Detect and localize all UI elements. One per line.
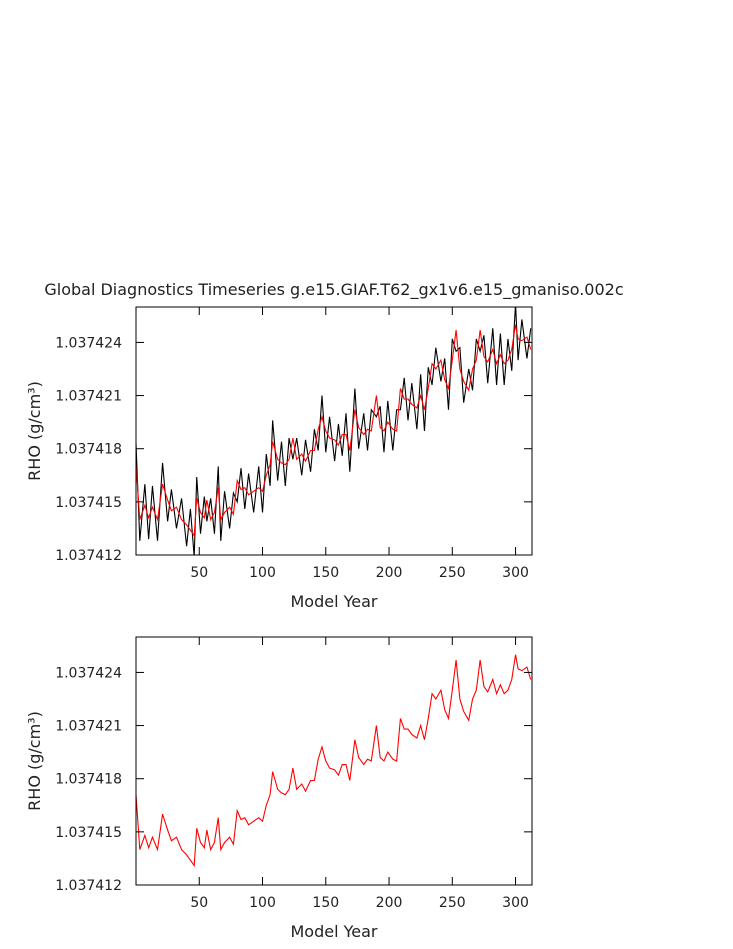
plot-area [136, 307, 532, 555]
x-tick-label: 300 [502, 895, 529, 911]
x-tick-label: 250 [439, 895, 466, 911]
y-axis-label: RHO (g/cm³) [25, 381, 44, 481]
y-tick-label: 1.037415 [55, 825, 122, 841]
y-tick-label: 1.037418 [55, 442, 122, 458]
x-tick-label: 300 [502, 565, 529, 581]
plot-area [136, 654, 532, 868]
data-line [136, 324, 532, 538]
x-tick-label: 50 [190, 895, 208, 911]
y-tick-label: 1.037424 [55, 335, 122, 351]
x-axis-label: Model Year [291, 922, 378, 941]
x-tick-label: 50 [190, 565, 208, 581]
data-line [136, 307, 532, 555]
plot-frame [135, 306, 533, 556]
y-tick-label: 1.037421 [55, 389, 122, 405]
x-tick-label: 250 [439, 565, 466, 581]
x-tick-label: 100 [249, 565, 276, 581]
plot-frame [135, 636, 533, 886]
y-tick-label: 1.037424 [55, 665, 122, 681]
x-tick-label: 150 [312, 565, 339, 581]
x-tick-label: 200 [376, 895, 403, 911]
data-line [136, 654, 532, 868]
y-axis-label: RHO (g/cm³) [25, 711, 44, 811]
x-tick-label: 100 [249, 895, 276, 911]
y-tick-label: 1.037415 [55, 495, 122, 511]
chart-title: Global Diagnostics Timeseries g.e15.GIAF… [44, 280, 623, 300]
y-tick-label: 1.037412 [55, 548, 122, 564]
y-tick-label: 1.037418 [55, 772, 122, 788]
x-tick-label: 200 [376, 565, 403, 581]
x-axis-label: Model Year [291, 592, 378, 611]
y-tick-label: 1.037421 [55, 719, 122, 735]
y-tick-label: 1.037412 [55, 878, 122, 894]
x-tick-label: 150 [312, 895, 339, 911]
